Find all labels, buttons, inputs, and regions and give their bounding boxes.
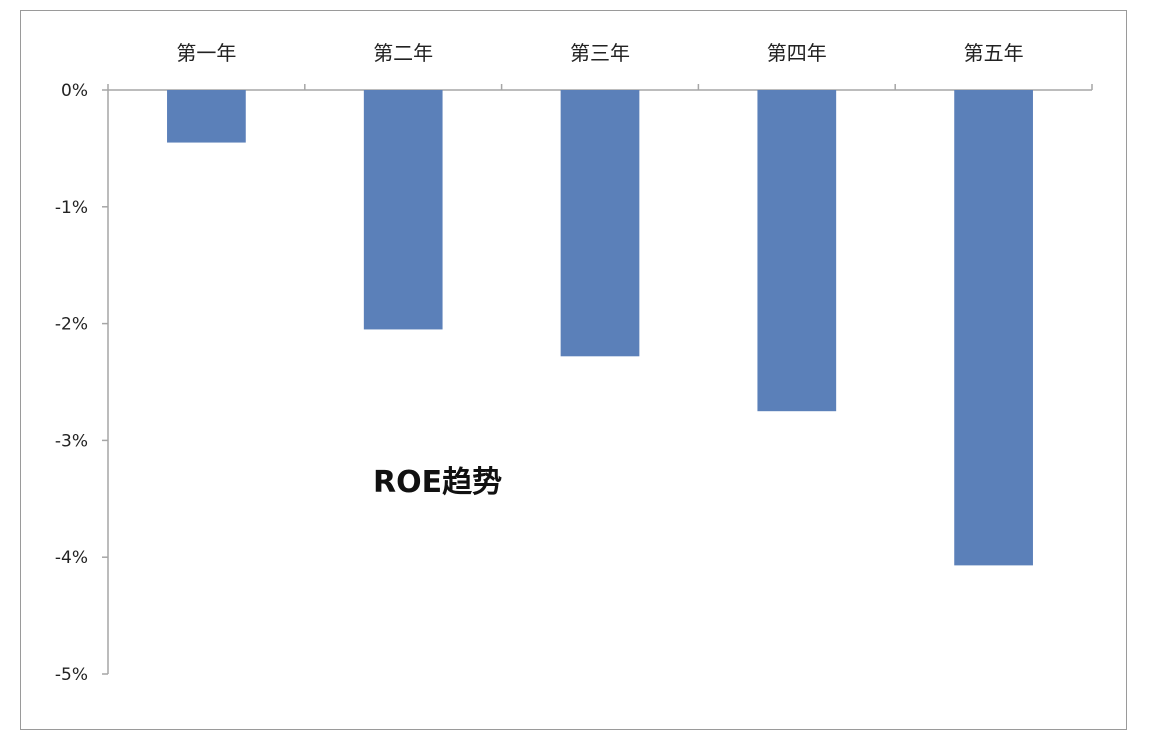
chart-frame: 0% -1% -2% -3% -4% -5% 第一年 第二年 第三年 第四年 第五年 ROE趋势 (20, 10, 1127, 730)
bar-3 (560, 90, 640, 357)
roe-bar-chart: 0% -1% -2% -3% -4% -5% 第一年 第二年 第三年 第四年 第五年 ROE趋势 (55, 41, 1093, 685)
y-tick-label: -3% (55, 431, 88, 451)
y-tick-labels: 0% -1% -2% -3% -4% -5% (55, 81, 88, 685)
category-label: 第二年 (373, 41, 433, 65)
bars-layer (167, 90, 1033, 566)
chart-title: ROE趋势 (373, 465, 502, 500)
category-labels: 第一年 第二年 第三年 第四年 第五年 (176, 41, 1023, 65)
category-label: 第三年 (570, 41, 630, 65)
y-tick-label: -2% (55, 315, 88, 335)
bar-1 (167, 90, 246, 143)
bar-4 (757, 90, 837, 412)
y-tick-label: -1% (55, 198, 88, 218)
category-label: 第四年 (767, 41, 827, 65)
y-tick-label: 0% (61, 81, 88, 101)
category-label: 第一年 (176, 41, 236, 65)
bar-2 (363, 90, 443, 330)
bar-5 (954, 90, 1033, 566)
y-tick-label: -5% (55, 665, 88, 685)
category-label: 第五年 (964, 41, 1024, 65)
y-tick-label: -4% (55, 548, 88, 568)
